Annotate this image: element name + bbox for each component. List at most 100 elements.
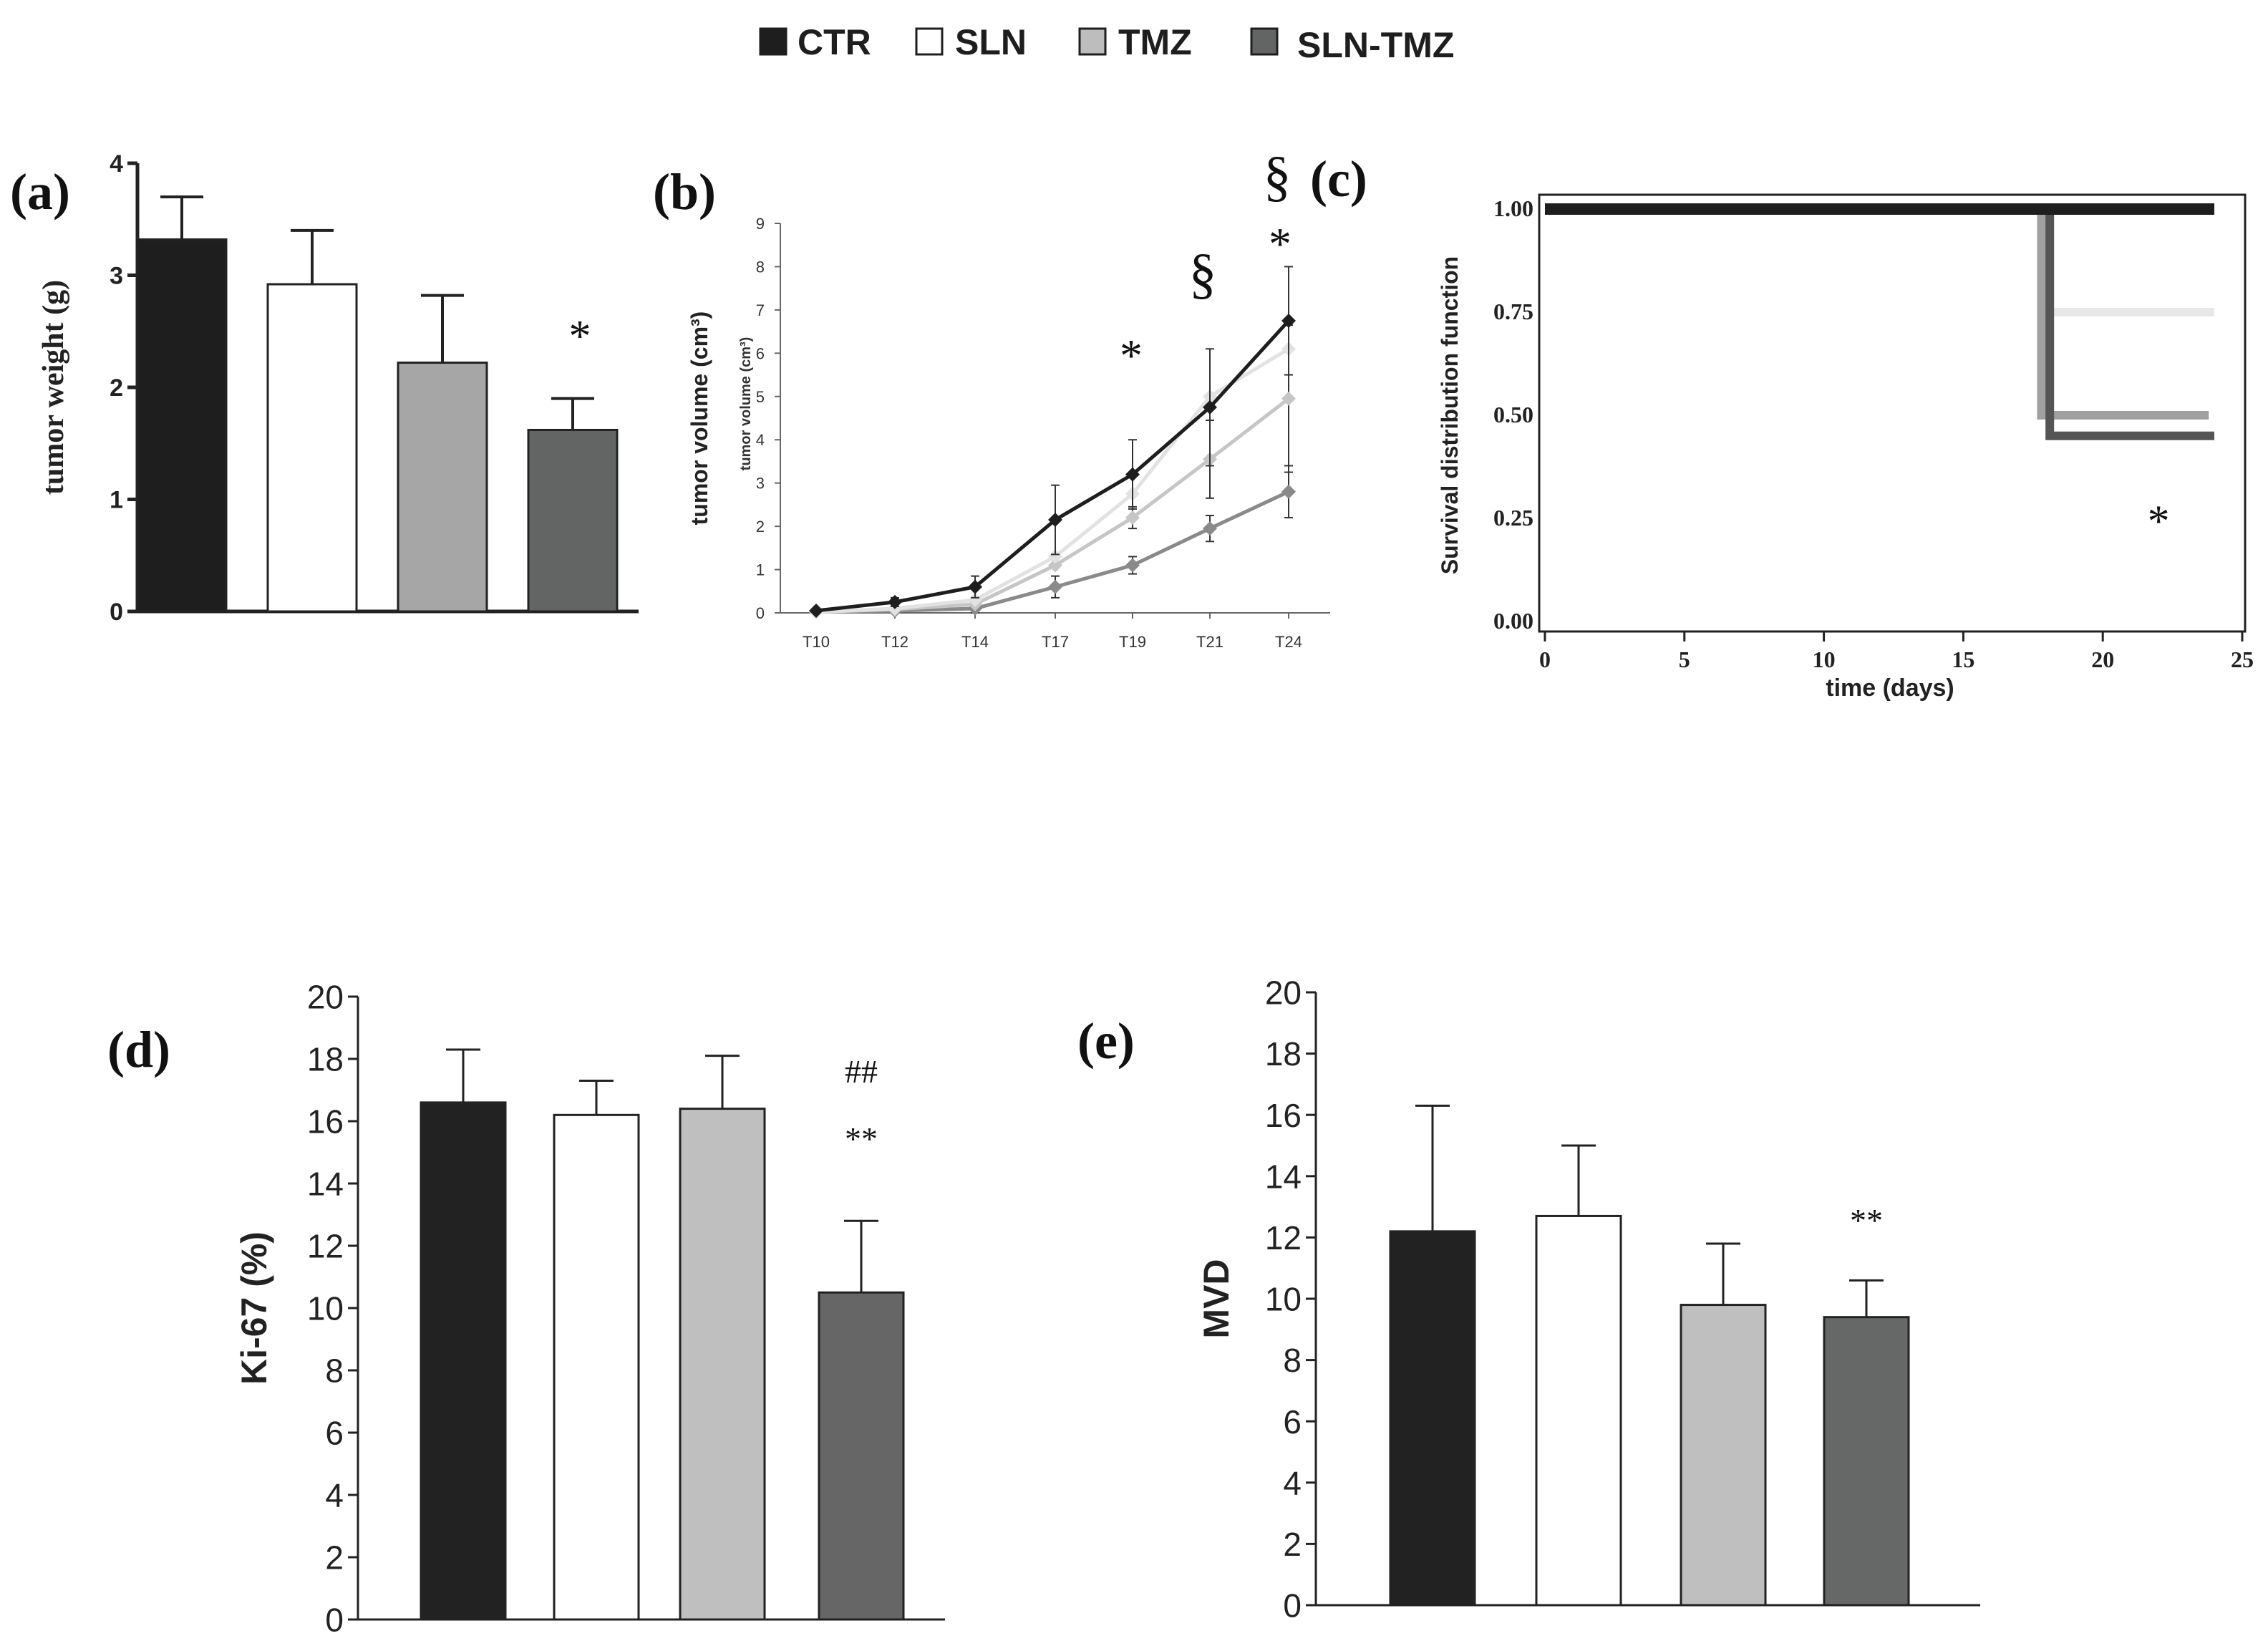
y-axis-label: Ki-67 (%) — [234, 1231, 274, 1385]
data-point-ctr — [1048, 513, 1062, 528]
y-tick-label: 8 — [325, 1352, 344, 1390]
significance-marker-stars: ** — [1850, 1202, 1883, 1239]
y-tick-label: 0.50 — [1493, 402, 1533, 427]
bar-tmz — [397, 362, 488, 613]
legend-item-sln: SLN — [915, 22, 1027, 62]
panel-a-label: (a) — [10, 163, 70, 221]
bar-ctr — [1389, 1230, 1476, 1607]
y-axis-label-inner: tumor volume (cm³) — [738, 337, 754, 471]
x-tick-label-t17: T17 — [1042, 633, 1069, 651]
y-tick-label: 16 — [307, 1103, 344, 1141]
data-point-sln-tmz — [1048, 579, 1062, 594]
data-point-ctr — [1203, 400, 1217, 415]
significance-marker: * — [1120, 330, 1143, 381]
y-tick-label: 20 — [1265, 974, 1302, 1012]
legend-label-tmz: TMZ — [1118, 22, 1192, 62]
y-tick-label: 2 — [756, 518, 765, 536]
y-tick-label: 0 — [756, 604, 765, 622]
bar-sln — [553, 1113, 640, 1621]
panel-b-label: (b) — [653, 163, 716, 221]
y-tick-label: 0.00 — [1493, 608, 1533, 634]
y-tick-label: 2 — [110, 374, 123, 402]
data-point-sln — [1048, 549, 1062, 564]
bar-sln-tmz — [527, 428, 619, 613]
y-tick-label: 3 — [756, 475, 765, 493]
y-tick-label: 0 — [110, 599, 123, 626]
y-tick-label: 16 — [1265, 1097, 1302, 1134]
y-tick-label: 14 — [307, 1166, 344, 1203]
y-tick-label: 0 — [325, 1602, 344, 1639]
y-tick-label: 0 — [1283, 1587, 1302, 1625]
series-ctr — [809, 266, 1296, 618]
data-point-ctr — [1125, 467, 1140, 482]
legend-item-sln-tmz: SLN-TMZ — [1250, 25, 1454, 65]
y-tick-label: 2 — [1283, 1526, 1302, 1563]
y-tick-label: 8 — [1283, 1342, 1302, 1379]
x-tick-label: 10 — [1813, 647, 1836, 672]
panel-e-mvd: (e) 0 2 4 6 8 10 12 14 16 18 20 MVD ** — [1077, 974, 1980, 1625]
panel-e-label: (e) — [1077, 1012, 1135, 1070]
x-tick-label-t24: T24 — [1275, 633, 1302, 651]
legend: CTR SLN TMZ SLN-TMZ — [759, 22, 1454, 65]
data-point-tmz — [1281, 391, 1296, 406]
y-tick-label: 0.25 — [1493, 505, 1533, 531]
data-point-sln — [968, 592, 982, 607]
bar-tmz — [1680, 1304, 1767, 1607]
y-tick-label: 6 — [325, 1415, 344, 1452]
legend-label-sln: SLN — [955, 22, 1027, 62]
y-tick-label: 6 — [756, 344, 765, 362]
bar-tmz — [679, 1108, 766, 1621]
x-tick-label: 25 — [2231, 647, 2254, 672]
legend-label-ctr: CTR — [798, 22, 871, 62]
y-axis-label: Survival distribution function — [1437, 256, 1463, 574]
y-axis-label: tumor weight (g) — [37, 280, 70, 495]
data-point-tmz — [1125, 510, 1140, 526]
plot-frame — [1538, 193, 2247, 633]
legend-item-ctr: CTR — [759, 22, 871, 62]
y-tick-label: 8 — [756, 258, 765, 276]
x-tick-label-t14: T14 — [961, 633, 989, 651]
x-tick-label-t12: T12 — [881, 633, 908, 651]
x-tick-label-t19: T19 — [1119, 633, 1146, 651]
x-tick-label: 0 — [1539, 647, 1551, 672]
y-tick-label: 0.75 — [1493, 299, 1533, 324]
x-tick-label: 20 — [2091, 647, 2114, 672]
y-tick-label: 10 — [1265, 1281, 1302, 1318]
legend-item-tmz: TMZ — [1078, 22, 1192, 62]
significance-marker: § — [1189, 242, 1217, 304]
bar-sln — [266, 283, 358, 613]
x-tick-label-t10: T10 — [803, 633, 830, 651]
y-tick-label: 20 — [307, 979, 344, 1016]
panel-b-tumor-volume: (b) 0 1 2 3 4 5 6 7 8 9 T10 T12 T14 T17 T19 T21 T24 tumor… — [653, 145, 1330, 651]
y-tick-label: 12 — [307, 1228, 344, 1265]
y-tick-label: 4 — [325, 1477, 344, 1514]
y-tick-label: 2 — [325, 1539, 344, 1577]
x-axis-label: time (days) — [1826, 674, 1954, 702]
significance-marker-hash: ## — [845, 1053, 878, 1090]
y-tick-label: 3 — [110, 263, 123, 290]
legend-swatch-sln-tmz — [1250, 27, 1279, 56]
y-tick-label: 12 — [1265, 1219, 1302, 1257]
y-tick-label: 18 — [1265, 1035, 1302, 1073]
data-point-sln-tmz — [1125, 558, 1140, 573]
bar-sln — [1535, 1214, 1622, 1607]
y-tick-label: 7 — [756, 301, 765, 319]
data-point-ctr — [1281, 314, 1296, 328]
significance-marker: § — [1264, 145, 1292, 207]
panel-c-label: (c) — [1310, 150, 1367, 208]
significance-marker: * — [2148, 497, 2170, 546]
y-axis-label: tumor volume (cm³) — [687, 311, 712, 526]
y-axis-label: MVD — [1196, 1259, 1236, 1338]
bar-sln-tmz — [818, 1291, 905, 1621]
y-tick-label: 14 — [1265, 1158, 1302, 1195]
panel-d-label: (d) — [107, 1021, 170, 1078]
y-tick-label: 10 — [307, 1290, 344, 1327]
x-tick-label: 5 — [1679, 647, 1690, 672]
significance-marker: * — [569, 312, 591, 361]
significance-marker-stars: ** — [845, 1120, 878, 1157]
y-tick-label: 4 — [756, 431, 765, 449]
bar-ctr — [420, 1101, 507, 1621]
y-tick-label: 1.00 — [1493, 195, 1533, 221]
panel-d-ki67: (d) 0 2 4 6 8 10 12 14 16 18 20 Ki-67 (%) ## ** — [107, 979, 945, 1639]
